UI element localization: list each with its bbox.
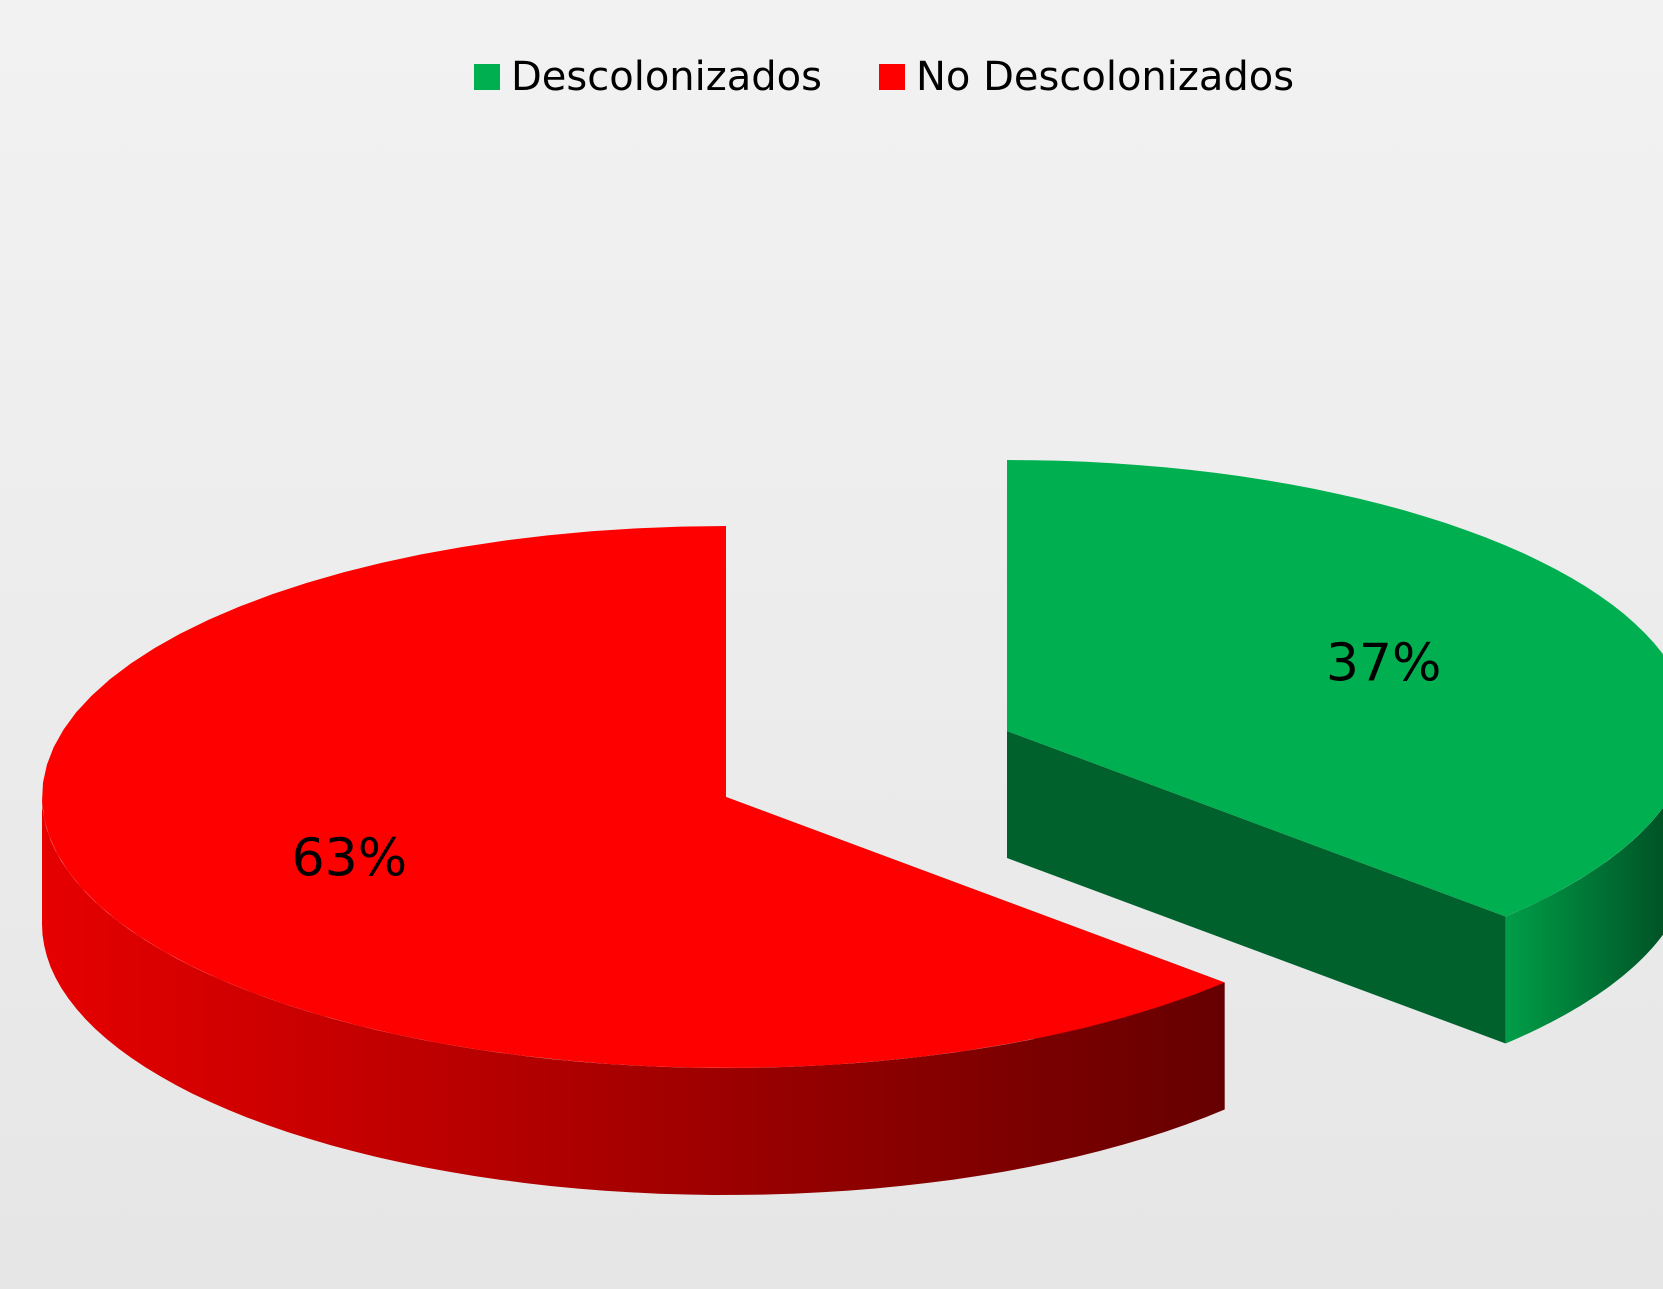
slice-cut-face (1007, 731, 1506, 1044)
legend-swatch (474, 64, 500, 90)
legend-label: No Descolonizados (916, 54, 1294, 100)
slice-wall (42, 797, 1225, 1195)
legend: Descolonizados No Descolonizados (474, 54, 1294, 100)
legend-swatch (879, 64, 905, 90)
slice-top (1007, 460, 1663, 917)
slice-top (42, 526, 1225, 1068)
legend-label: Descolonizados (511, 54, 822, 100)
data-label: 63% (292, 829, 408, 889)
slice (1007, 460, 1663, 1044)
data-label: 37% (1326, 633, 1442, 693)
slice (42, 526, 1225, 1195)
pie: 37% 63% (42, 460, 1663, 1195)
slice-wall (1505, 807, 1663, 1044)
